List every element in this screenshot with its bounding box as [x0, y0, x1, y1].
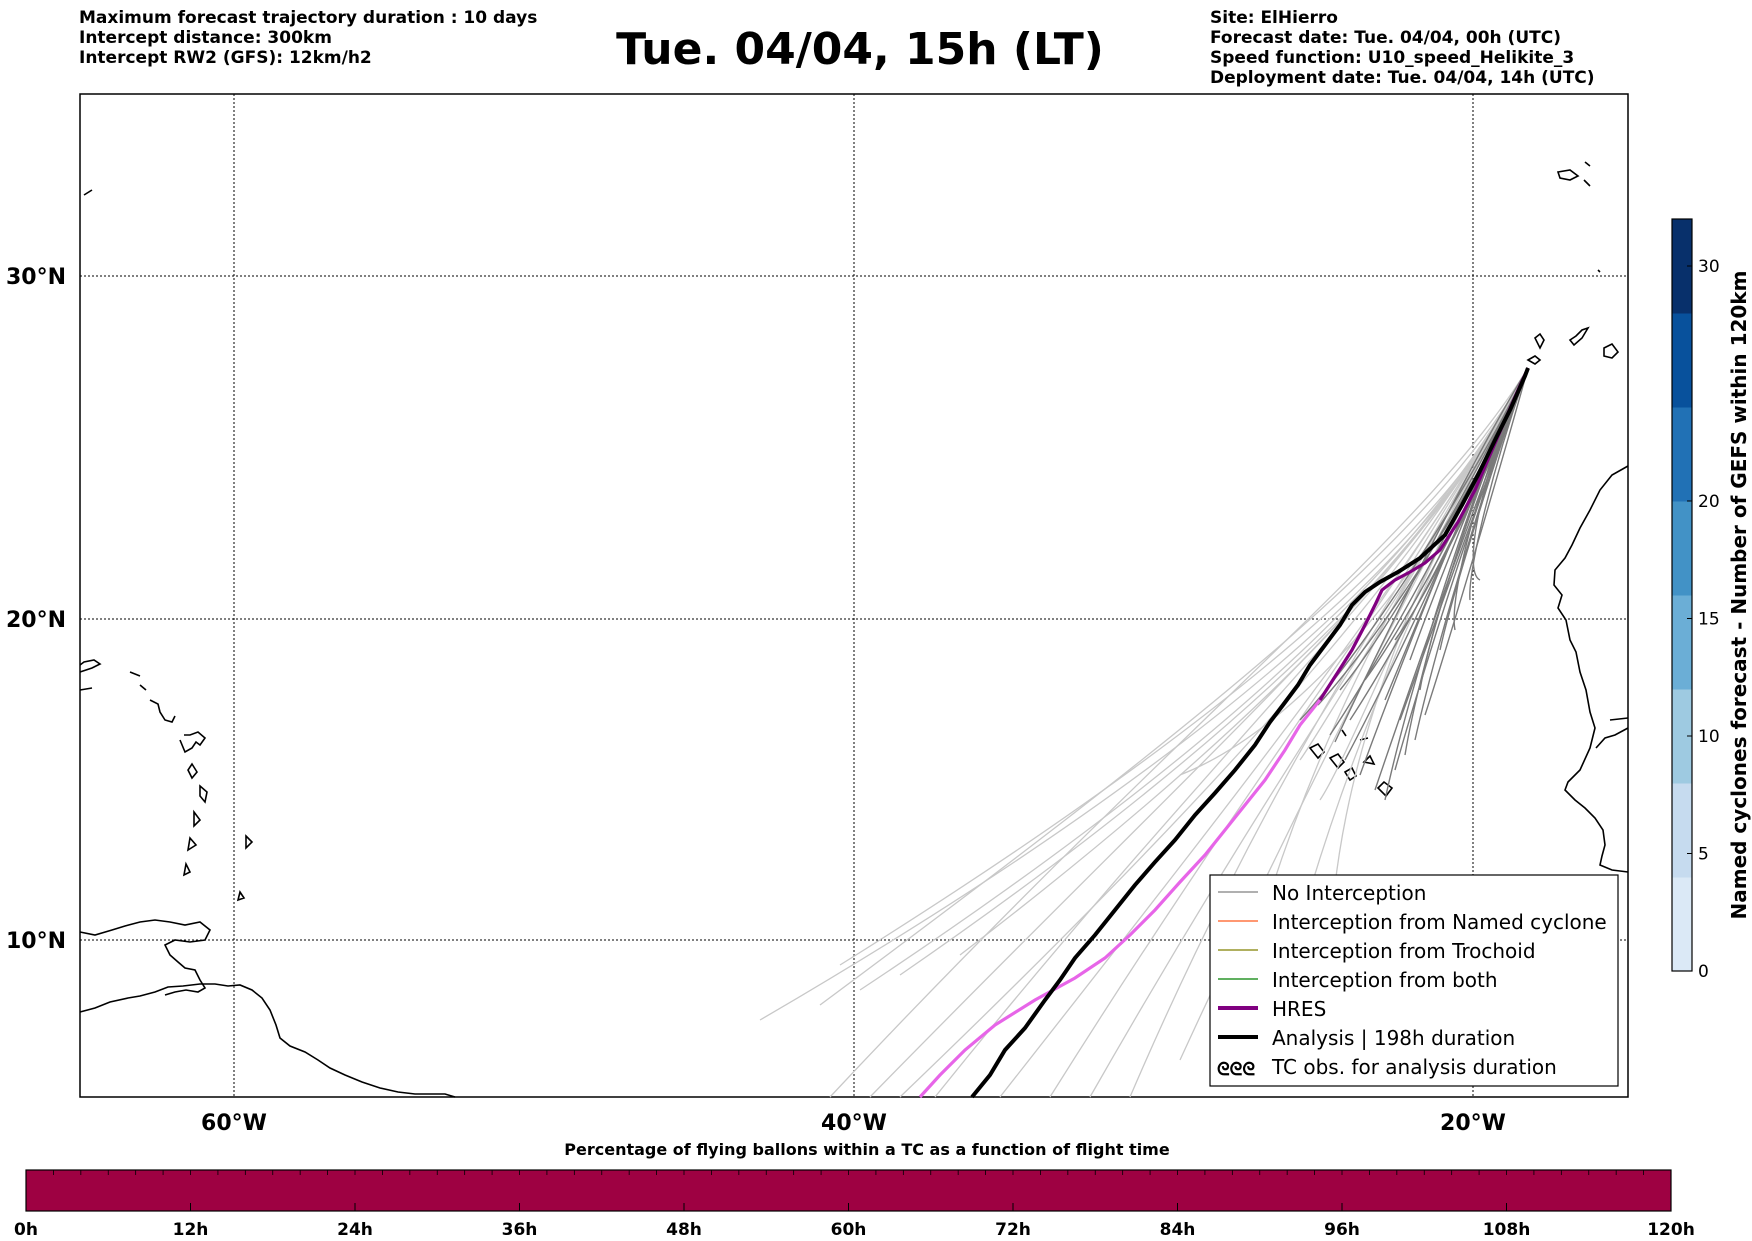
coastline-lesser-antilles	[182, 762, 254, 902]
gefs-track	[1469, 367, 1529, 601]
colorbar-bottom-tick-label: 120h	[1647, 1220, 1695, 1240]
info-left: Maximum forecast trajectory duration : 1…	[79, 8, 537, 68]
info-left-line: Intercept RW2 (GFS): 12km/h2	[79, 48, 372, 68]
colorbar-right-ticks: 0 5 10 15 20 30	[1687, 257, 1720, 982]
coastline-west-edge-speck	[83, 189, 93, 196]
gefs-track	[839, 367, 1529, 966]
colorbar-right-segment	[1672, 407, 1692, 502]
coastline-canaries	[1526, 326, 1620, 365]
colorbar-bottom-tick-label: 24h	[337, 1220, 373, 1240]
colorbar-right-segment	[1672, 595, 1692, 690]
colorbar-right-segment	[1672, 783, 1692, 878]
legend-label: Interception from Named cyclone	[1272, 910, 1607, 934]
coastline-azores-speck	[1597, 269, 1601, 273]
colorbar-right: 0 5 10 15 20 30 Named cyclones forecast - Num…	[1671, 218, 1751, 982]
info-right-line: Site: ElHierro	[1210, 8, 1338, 28]
info-right-line: Deployment date: Tue. 04/04, 14h (UTC)	[1210, 68, 1595, 88]
info-left-line: Intercept distance: 300km	[79, 28, 332, 48]
coastline-cape-verde	[1308, 729, 1394, 798]
lat-label: 10°N	[6, 929, 66, 954]
gefs-track	[829, 367, 1529, 1098]
legend: No Interception Interception from Named …	[1209, 874, 1619, 1087]
coastline-madeira	[1556, 161, 1591, 187]
colorbar-right-tick-label: 5	[1698, 845, 1709, 865]
info-right-line: Forecast date: Tue. 04/04, 00h (UTC)	[1210, 28, 1561, 48]
legend-label: Interception from Trochoid	[1272, 939, 1536, 963]
colorbar-right-segment	[1672, 501, 1692, 596]
info-right: Site: ElHierro Forecast date: Tue. 04/04…	[1210, 8, 1595, 88]
colorbar-right-tick-label: 10	[1698, 727, 1720, 747]
lon-label: 40°W	[821, 1111, 887, 1136]
info-left-line: Maximum forecast trajectory duration : 1…	[79, 8, 538, 28]
colorbar-right-segment	[1672, 689, 1692, 784]
gefs-track	[1424, 367, 1529, 716]
colorbar-right-gradient	[1672, 219, 1692, 972]
legend-label: HRES	[1272, 997, 1326, 1021]
colorbar-right-tick-label: 30	[1698, 257, 1720, 277]
colorbar-bottom-tick-label: 84h	[1160, 1220, 1196, 1240]
coastline-africa-bulge	[1595, 717, 1629, 749]
page-title: Tue. 04/04, 15h (LT)	[616, 24, 1104, 75]
coastline-north-venezuela	[79, 919, 212, 996]
colorbar-bottom-tick-label: 72h	[995, 1220, 1031, 1240]
lat-label: 20°N	[6, 608, 66, 633]
axis-labels: 30°N 20°N 10°N 60°W 40°W 20°W	[6, 265, 1506, 1136]
colorbar-bottom-tick-label: 108h	[1483, 1220, 1531, 1240]
colorbar-bottom-tick-label: 12h	[173, 1220, 209, 1240]
colorbar-bottom: Percentage of flying ballons within a TC…	[14, 1140, 1695, 1240]
colorbar-right-segment	[1672, 219, 1692, 314]
coastline-west-africa	[1553, 465, 1629, 873]
colorbar-right-tick-label: 15	[1698, 610, 1720, 630]
colorbar-right-label: Named cyclones forecast - Number of GEFS…	[1727, 271, 1751, 920]
tc-obs-icon: ᘓᘓᘓ	[1217, 1059, 1255, 1080]
colorbar-bottom-tick-label: 36h	[502, 1220, 538, 1240]
info-right-line: Speed function: U10_speed_Helikite_3	[1210, 48, 1575, 68]
analysis-track	[970, 367, 1530, 1099]
coastlines	[79, 161, 1629, 1098]
colorbar-right-tick-label: 0	[1698, 962, 1709, 982]
legend-label: Interception from both	[1272, 968, 1498, 992]
colorbar-right-segment	[1672, 877, 1692, 972]
gefs-track	[819, 367, 1529, 1006]
colorbar-bottom-tick-label: 0h	[14, 1220, 38, 1240]
colorbar-right-tick-label: 20	[1698, 492, 1720, 512]
legend-label: No Interception	[1272, 881, 1426, 905]
colorbar-bottom-tick-label: 60h	[831, 1220, 867, 1240]
lon-label: 20°W	[1440, 1111, 1506, 1136]
colorbar-bottom-ticks: 0h 12h 24h 36h 48h 60h 72h 84h 96h 108h 120h	[14, 1170, 1695, 1240]
lon-label: 60°W	[201, 1111, 267, 1136]
colorbar-bottom-tick-label: 48h	[666, 1220, 702, 1240]
lat-label: 30°N	[6, 265, 66, 290]
colorbar-right-segment	[1672, 313, 1692, 408]
coastline-islands-greater-antilles	[79, 659, 207, 754]
colorbar-bottom-title: Percentage of flying ballons within a TC…	[564, 1140, 1170, 1159]
coastline-caribbean-south-america	[79, 983, 456, 1098]
colorbar-bottom-tick-label: 96h	[1324, 1220, 1360, 1240]
legend-box	[1209, 874, 1619, 1087]
colorbar-right-frame	[1671, 218, 1693, 972]
legend-label: TC obs. for analysis duration	[1271, 1055, 1557, 1079]
legend-label: Analysis | 198h duration	[1272, 1026, 1515, 1050]
